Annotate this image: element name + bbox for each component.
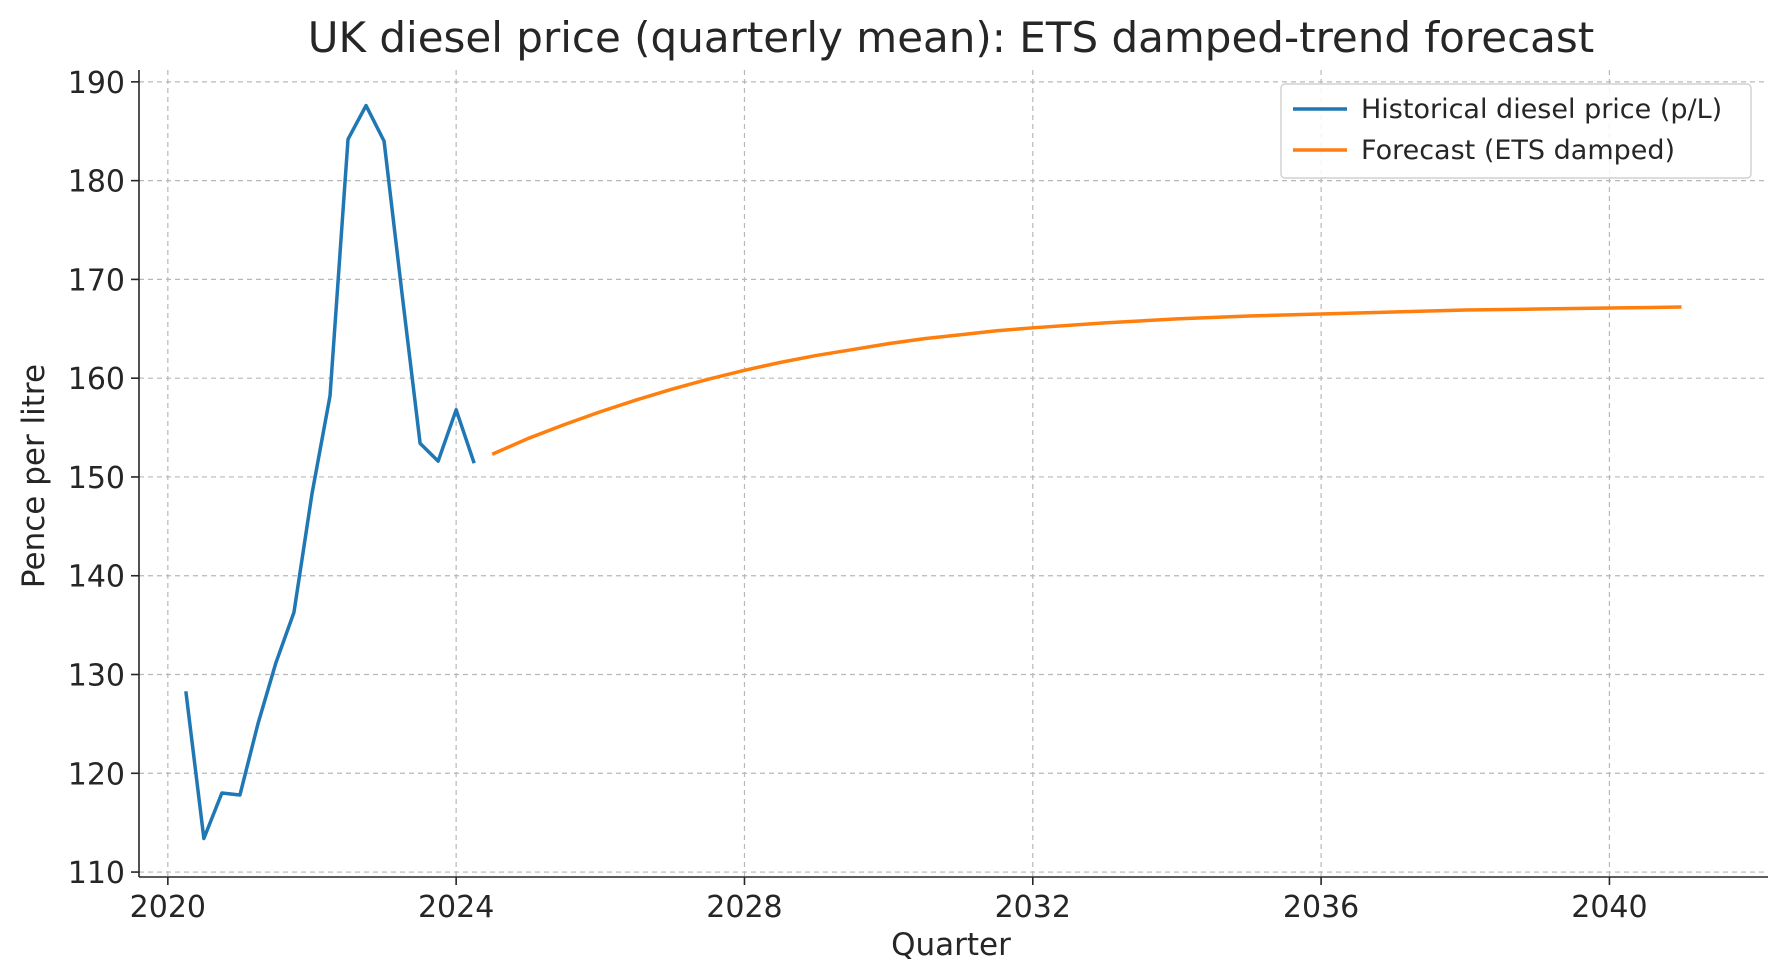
grid (139, 70, 1768, 877)
legend-label-0: Historical diesel price (p/L) (1361, 94, 1722, 125)
chart-title: UK diesel price (quarterly mean): ETS da… (308, 13, 1595, 62)
y-tick-label-190: 190 (68, 66, 125, 101)
x-tick-label-2032: 2032 (995, 890, 1071, 925)
x-tick-label-2040: 2040 (1571, 890, 1647, 925)
x-tick-label-2020: 2020 (130, 890, 206, 925)
series-line-1 (491, 305, 1682, 456)
y-tick-label-160: 160 (68, 362, 125, 397)
y-tick-label-130: 130 (68, 659, 125, 694)
series-line-0 (184, 103, 476, 841)
y-tick-label-140: 140 (68, 560, 125, 595)
y-tick-label-170: 170 (68, 263, 125, 298)
legend-label-1: Forecast (ETS damped) (1361, 135, 1675, 166)
axes: 2020 2024 2028 2032 2036 2040 110 120 130 140 150 1… (68, 66, 1768, 925)
legend: Historical diesel price (p/L) Forecast (E… (1280, 83, 1752, 179)
y-tick-label-110: 110 (68, 856, 125, 891)
legend-box (1280, 83, 1752, 179)
x-tick-label-2028: 2028 (706, 890, 782, 925)
x-tick-label-2024: 2024 (418, 890, 494, 925)
y-tick-label-150: 150 (68, 461, 125, 496)
y-tick-label-120: 120 (68, 757, 125, 792)
x-axis-title: Quarter (891, 927, 1011, 963)
y-tick-label-180: 180 (68, 165, 125, 200)
x-tick-label-2036: 2036 (1283, 890, 1359, 925)
y-axis-title: Pence per litre (16, 364, 52, 588)
series-layer (184, 103, 1682, 841)
